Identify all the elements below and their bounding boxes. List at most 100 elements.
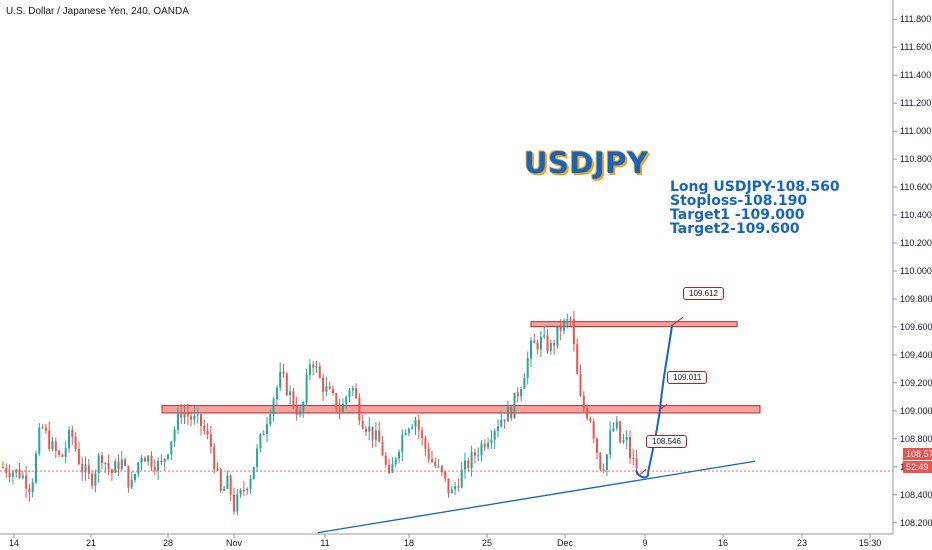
note-target1: Target1 -109.000 [670, 207, 805, 223]
candle-body [355, 388, 358, 399]
candle-body [203, 425, 206, 431]
candle-body [582, 395, 585, 409]
candle-body [526, 358, 529, 378]
candle-body [233, 494, 235, 512]
candle-body [219, 469, 222, 491]
candle-body [209, 434, 212, 447]
candle-body [569, 319, 572, 321]
candle-body [35, 453, 37, 483]
candle-body [193, 415, 196, 420]
candle-body [239, 489, 242, 495]
candle-body [358, 398, 361, 421]
candle-body [599, 452, 602, 470]
y-tick-label: 109.400 [900, 350, 932, 360]
candle-body [216, 469, 219, 471]
candle-body [269, 414, 272, 425]
candle-body [493, 430, 496, 440]
x-tick-label: 16 [718, 538, 728, 548]
candle-body [361, 420, 364, 429]
candle-body [252, 466, 255, 480]
candle-body [480, 443, 483, 456]
candle-body [381, 442, 384, 456]
y-tick-label: 110.800 [900, 154, 932, 164]
candle-body [454, 486, 457, 490]
time-axis: 14 21 28 Nov 11 18 25 Dec 9 16 23 15:30 [9, 534, 881, 548]
candle-body [497, 426, 499, 431]
candle-body [114, 461, 117, 474]
candle-body [25, 475, 28, 489]
candle-body [170, 441, 173, 455]
candle-body [579, 374, 582, 396]
target1-price-label: 109.011 [667, 371, 708, 384]
x-tick-label: 28 [163, 538, 173, 548]
candle-body [51, 441, 54, 450]
candle-body [77, 448, 80, 464]
candle-body [470, 452, 473, 469]
candle-body [318, 366, 321, 378]
y-tick-label: 109.800 [900, 294, 932, 304]
candle-body [374, 430, 377, 440]
candle-body [117, 461, 120, 470]
candle-body [130, 479, 133, 488]
candle-body [157, 460, 160, 471]
candle-body [153, 466, 156, 471]
candle-body [460, 469, 463, 488]
candle-body [143, 457, 146, 462]
candle-body [289, 391, 292, 396]
candle-body [176, 412, 179, 430]
candle-body [457, 486, 460, 488]
candle-body [223, 488, 226, 491]
candle-body [242, 489, 245, 491]
x-tick-label: Dec [557, 538, 574, 548]
y-tick-label: 109.000 [900, 406, 932, 416]
candle-body [401, 434, 404, 452]
candle-body [411, 427, 414, 429]
x-tick-label: 9 [642, 538, 647, 548]
candle-body [556, 326, 559, 346]
candle-body [84, 465, 87, 473]
candle-body [417, 419, 420, 431]
y-tick-label: 111.000 [900, 126, 931, 136]
candle-body [632, 458, 635, 460]
candle-body [629, 436, 631, 459]
y-tick-label: 111.600 [900, 42, 931, 52]
candle-body [335, 393, 338, 409]
trade-notes: Long USDJPY-108.560 Stoploss-108.190 Tar… [670, 180, 840, 236]
candle-body [249, 479, 252, 489]
y-tick-label: 108.800 [900, 434, 932, 444]
candle-body [572, 319, 575, 345]
candle-body [444, 471, 447, 479]
candle-body [394, 458, 397, 465]
candle-body [513, 392, 516, 419]
y-tick-label: 110.600 [900, 182, 932, 192]
x-tick-label: 15:30 [859, 538, 882, 548]
candle-body [609, 430, 612, 455]
candle-body [150, 455, 153, 467]
y-tick-label: 110.400 [900, 210, 932, 220]
candle-body [186, 413, 189, 417]
candle-body [338, 408, 341, 412]
candle-body [308, 364, 311, 375]
candle-body [589, 418, 592, 422]
candle-body [596, 438, 598, 453]
candle-body [18, 469, 21, 478]
candle-body [236, 494, 239, 512]
resistance-zone [530, 321, 738, 328]
candle-body [312, 364, 315, 368]
support-trendline [317, 460, 756, 534]
candle-body [147, 455, 150, 462]
candle-body [421, 430, 424, 439]
x-tick-label: 21 [86, 538, 96, 548]
candle-body [539, 336, 542, 350]
candle-body [61, 454, 64, 457]
last-price-tag: 108.570 [903, 448, 932, 460]
candle-body [226, 475, 229, 489]
candle-body [213, 446, 216, 470]
candle-body [94, 473, 97, 486]
candle-body [44, 427, 47, 431]
candle-body [120, 459, 123, 470]
candle-body [87, 465, 90, 474]
brand-title: USDJPY [524, 146, 649, 180]
candle-body [163, 458, 166, 463]
